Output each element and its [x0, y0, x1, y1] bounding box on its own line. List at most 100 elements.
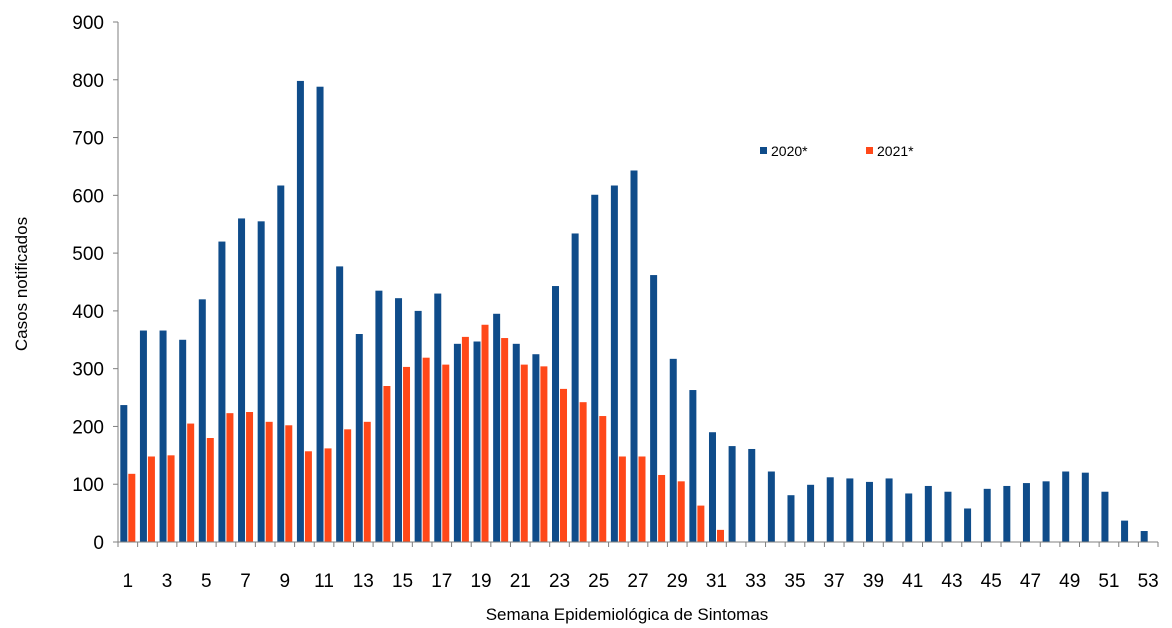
x-tick-label: 33	[745, 571, 766, 592]
y-tick-label: 100	[72, 475, 104, 496]
x-tick-label: 37	[824, 571, 845, 592]
bar-2021-week-30	[697, 505, 705, 542]
bar-2020-week-41	[905, 493, 913, 542]
bar-2020-week-40	[885, 478, 893, 542]
legend-swatch-2020	[760, 147, 767, 154]
bar-2020-week-19	[473, 341, 481, 542]
bar-2020-week-35	[787, 495, 795, 542]
bar-2020-week-3	[159, 330, 167, 542]
bar-2020-week-27	[630, 170, 638, 543]
x-tick-label: 31	[706, 571, 727, 592]
bar-2020-week-23	[552, 286, 560, 542]
bars-layer	[120, 80, 1148, 543]
x-tick-label: 51	[1098, 571, 1119, 592]
bar-2020-week-16	[414, 310, 422, 542]
x-axis-title: Semana Epidemiológica de Sintomas	[486, 605, 769, 624]
bar-2020-week-24	[571, 233, 579, 542]
bar-2020-week-30	[689, 390, 697, 542]
bar-2020-week-21	[512, 343, 520, 542]
bar-2020-week-28	[650, 275, 658, 542]
legend-swatch-2021	[866, 147, 873, 154]
x-tick-label: 17	[431, 571, 452, 592]
bar-2020-week-44	[964, 508, 972, 542]
x-tick-label: 15	[392, 571, 413, 592]
y-tick-label: 700	[72, 129, 104, 150]
y-tick-label: 0	[93, 533, 104, 554]
bar-2020-week-12	[336, 266, 344, 542]
bar-2020-week-33	[748, 448, 756, 542]
bar-2020-week-43	[944, 491, 952, 542]
bar-2020-week-38	[846, 478, 854, 542]
bar-2020-week-39	[865, 481, 873, 542]
bar-2021-week-1	[128, 473, 136, 542]
bar-2021-week-13	[363, 421, 371, 542]
bar-2020-week-26	[610, 185, 618, 542]
y-tick-label: 200	[72, 417, 104, 438]
x-tick-label: 35	[784, 571, 805, 592]
x-tick-label: 27	[627, 571, 648, 592]
bar-2021-week-24	[579, 402, 587, 542]
bar-2020-week-9	[277, 185, 285, 542]
x-tick-label: 3	[162, 571, 173, 592]
legend-label-2020: 2020*	[771, 143, 808, 159]
x-tick-label: 29	[667, 571, 688, 592]
legend: 2020* 2021*	[760, 143, 914, 159]
y-tick-label: 900	[72, 13, 104, 34]
bar-2021-week-28	[658, 474, 666, 542]
bar-2021-week-15	[403, 366, 411, 542]
bar-2021-week-23	[560, 388, 568, 542]
bar-2021-week-27	[638, 456, 646, 542]
bar-2020-week-5	[198, 299, 206, 542]
bar-2020-week-48	[1042, 481, 1050, 542]
bar-2020-week-29	[669, 358, 677, 542]
bar-2021-week-8	[265, 421, 273, 542]
bar-2020-week-45	[983, 488, 991, 542]
bar-2020-week-20	[493, 313, 501, 542]
bar-2021-week-17	[442, 364, 450, 542]
bar-2021-week-22	[540, 366, 548, 542]
x-tick-label: 49	[1059, 571, 1080, 592]
bar-2021-week-25	[599, 416, 607, 542]
bar-2020-week-11	[316, 86, 324, 543]
bar-2020-week-10	[296, 80, 304, 543]
bar-2020-week-25	[591, 194, 599, 542]
y-tick-label: 300	[72, 360, 104, 381]
x-tick-label: 39	[863, 571, 884, 592]
legend-label-2021: 2021*	[877, 143, 914, 159]
bar-2020-week-36	[807, 484, 815, 542]
x-tick-label: 19	[470, 571, 491, 592]
bar-2021-week-11	[324, 448, 332, 542]
x-tick-label: 9	[280, 571, 291, 592]
y-tick-label: 500	[72, 244, 104, 265]
bar-2021-week-20	[501, 338, 509, 542]
bar-2021-week-12	[344, 429, 352, 542]
bar-2020-week-52	[1121, 520, 1129, 542]
bar-2020-week-46	[1003, 485, 1011, 542]
y-tick-label: 400	[72, 302, 104, 323]
bar-2020-week-31	[708, 432, 716, 542]
x-tick-label: 7	[240, 571, 251, 592]
x-tick-label: 1	[123, 571, 134, 592]
x-tick-label: 25	[588, 571, 609, 592]
bar-2020-week-47	[1022, 483, 1030, 542]
y-tick-label: 600	[72, 186, 104, 207]
bar-2020-week-32	[728, 446, 736, 542]
x-tick-label: 43	[941, 571, 962, 592]
bar-2021-week-4	[187, 423, 195, 542]
bar-2021-week-31	[716, 529, 724, 542]
x-tick-label: 41	[902, 571, 923, 592]
bar-2021-week-7	[246, 412, 254, 542]
x-tick-label: 47	[1020, 571, 1041, 592]
bar-2021-week-3	[167, 455, 175, 542]
bar-2021-week-16	[422, 357, 430, 542]
bar-2020-week-15	[395, 298, 403, 542]
bar-2020-week-8	[257, 221, 265, 542]
x-tick-label: 53	[1138, 571, 1159, 592]
bar-2020-week-14	[375, 290, 383, 542]
y-tick-label: 800	[72, 71, 104, 92]
bar-2021-week-9	[285, 425, 293, 542]
bar-2020-week-42	[924, 485, 932, 542]
bar-2021-week-21	[520, 364, 528, 542]
